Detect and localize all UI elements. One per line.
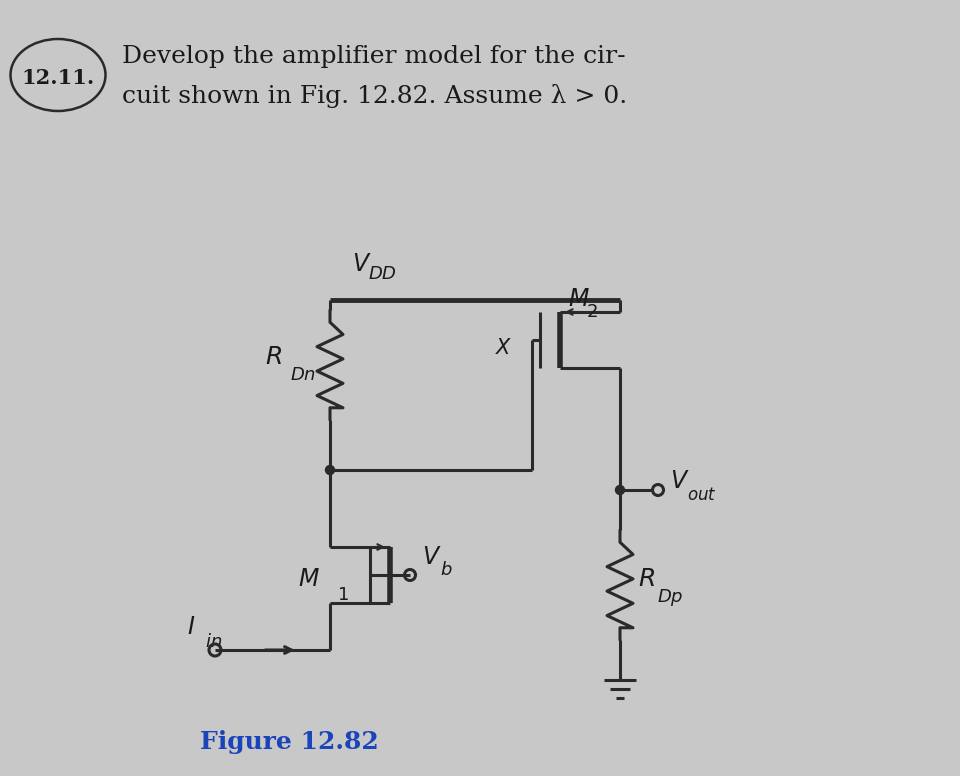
Text: $R$: $R$ (265, 345, 282, 369)
Text: $M$: $M$ (299, 569, 320, 591)
Text: $V$: $V$ (670, 470, 689, 494)
Text: $Dp$: $Dp$ (657, 587, 684, 608)
Circle shape (325, 466, 334, 474)
Text: $I$: $I$ (187, 616, 195, 639)
Text: $Dn$: $Dn$ (290, 366, 316, 384)
Text: $DD$: $DD$ (368, 265, 396, 283)
Text: Develop the amplifier model for the cir-: Develop the amplifier model for the cir- (122, 46, 626, 68)
Text: $M$: $M$ (568, 289, 589, 311)
Text: cuit shown in Fig. 12.82. Assume λ > 0.: cuit shown in Fig. 12.82. Assume λ > 0. (122, 84, 627, 108)
Text: $V$: $V$ (352, 253, 372, 276)
Text: Figure 12.82: Figure 12.82 (200, 730, 379, 754)
Text: 12.11.: 12.11. (21, 68, 95, 88)
Text: $R$: $R$ (638, 569, 655, 591)
Circle shape (615, 486, 625, 494)
Text: $out$: $out$ (687, 487, 717, 504)
Text: $b$: $b$ (440, 561, 452, 579)
Text: $V$: $V$ (422, 546, 442, 569)
Text: $in$: $in$ (205, 633, 222, 651)
Text: $X$: $X$ (495, 338, 513, 358)
Text: $1$: $1$ (337, 586, 348, 604)
Text: $2$: $2$ (586, 303, 598, 321)
